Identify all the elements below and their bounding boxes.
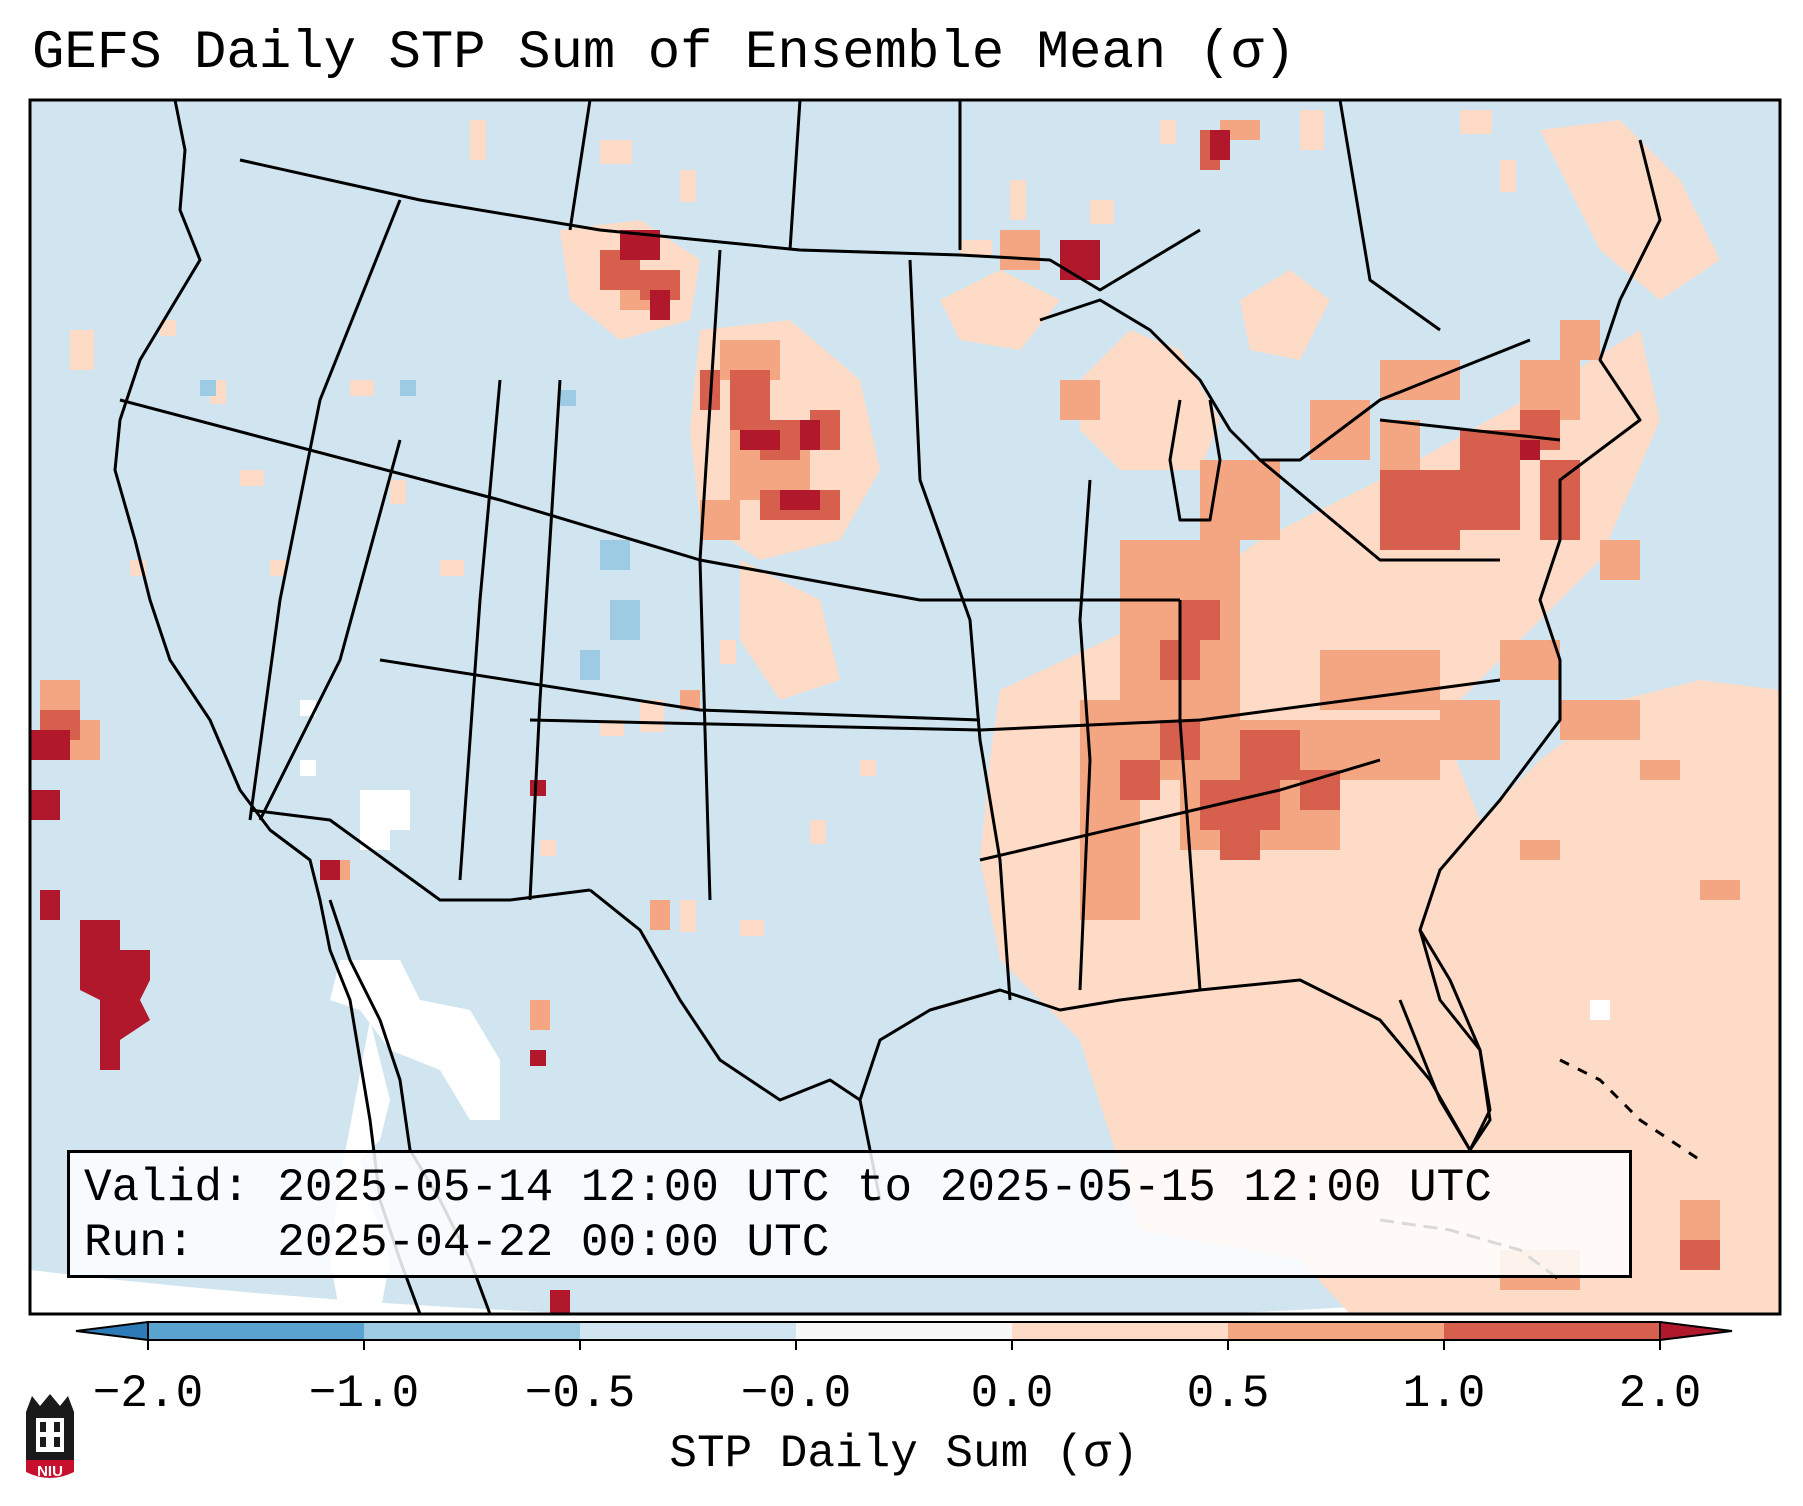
state-line-2	[258, 439, 402, 821]
state-line-13	[1259, 458, 1500, 562]
niu-logo: NIU	[22, 1392, 78, 1482]
state-line-16	[788, 100, 802, 251]
map-title: GEFS Daily STP Sum of Ensemble Mean (σ)	[32, 23, 1296, 84]
outside-domain	[30, 1270, 593, 1314]
great-lakes	[1039, 298, 1531, 462]
negative-pixels	[200, 380, 640, 680]
logo-text: NIU	[37, 1463, 63, 1480]
west-coast	[113, 100, 422, 1314]
canada-border	[239, 158, 1201, 292]
colorbar-tick-label: 0.5	[1186, 1368, 1270, 1420]
colorbar	[75, 1320, 1733, 1350]
state-line-8	[119, 398, 1180, 602]
colorbar-segment	[1444, 1322, 1661, 1340]
state-line-12	[1178, 600, 1202, 991]
state-line-7	[1078, 479, 1092, 991]
state-line-1	[248, 199, 402, 821]
coastlines-and-borders	[113, 100, 1701, 1314]
colorbar-segment	[1012, 1322, 1229, 1340]
colorbar-segment	[796, 1322, 1013, 1340]
east-coast	[1418, 139, 1662, 1151]
colorbar-segment	[1228, 1322, 1445, 1340]
colorbar-tick-label: −1.0	[308, 1368, 420, 1420]
colorbar-label: STP Daily Sum (σ)	[669, 1428, 1139, 1480]
us-mexico-border	[249, 808, 591, 902]
state-line-9	[379, 658, 981, 722]
tower-icon	[26, 1394, 74, 1478]
valid-time-text: Valid: 2025-05-14 12:00 UTC to 2025-05-1…	[84, 1162, 1492, 1214]
colorbar-tick-label: −0.5	[524, 1368, 636, 1420]
map-frame	[28, 98, 1782, 1316]
colorbar-segment	[364, 1322, 581, 1340]
pale-positive-pixels	[70, 110, 1516, 936]
strong-positive-pixels	[30, 130, 1540, 1314]
run-time-text: Run: 2025-04-22 00:00 UTC	[84, 1217, 830, 1269]
colorbar-segment	[148, 1322, 365, 1340]
state-line-6	[908, 259, 1012, 1001]
state-line-4	[528, 379, 562, 901]
colorbar-extend-high	[1659, 1320, 1733, 1342]
colorbar-tick-label: 1.0	[1402, 1368, 1486, 1420]
state-line-10	[529, 678, 1501, 732]
bahamas	[1559, 1058, 1701, 1162]
valid-run-info-box: Valid: 2025-05-14 12:00 UTC to 2025-05-1…	[67, 1150, 1632, 1278]
colorbar-tick-label: 0.0	[970, 1368, 1054, 1420]
state-line-14	[1379, 418, 1561, 442]
state-line-17	[568, 100, 592, 231]
state-line-3	[458, 379, 502, 881]
colorbar-tick-label: −2.0	[92, 1368, 204, 1420]
colorbar-tick-label: −0.0	[740, 1368, 852, 1420]
state-line-11	[979, 758, 1381, 862]
colorbar-segment	[580, 1322, 797, 1340]
lake-michigan	[1168, 399, 1222, 522]
florida	[1398, 929, 1492, 1152]
colorbar-extend-low	[75, 1320, 149, 1342]
colorbar-tick-label: 2.0	[1618, 1368, 1702, 1420]
texas-mexico-border	[589, 888, 861, 1102]
canada-province-line	[1338, 100, 1441, 332]
colorbar-frame	[147, 1321, 1661, 1341]
